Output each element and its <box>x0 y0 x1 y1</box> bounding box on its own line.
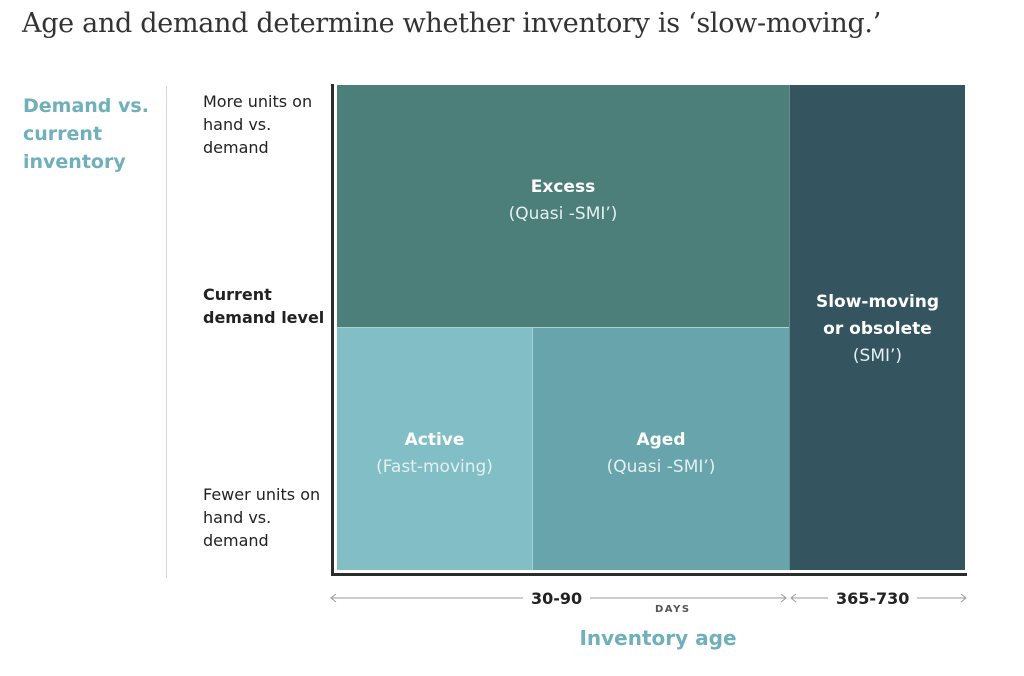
category-aged-label: Aged <box>636 430 686 450</box>
arrow-right-icon <box>780 593 787 603</box>
page-title: Age and demand determine whether invento… <box>22 8 881 39</box>
category-excess: Excess (Quasi -SMI’) <box>337 85 789 327</box>
y-label-bottom: Fewer units on hand vs. demand <box>203 485 321 550</box>
category-active-label: Active <box>404 430 465 450</box>
category-aged: Aged (Quasi -SMI’) <box>532 327 789 570</box>
category-aged-sub: (Quasi -SMI’) <box>606 457 716 477</box>
x-range-1-label: 30-90 <box>523 588 591 610</box>
category-slow-moving-label: Slow-moving or obsolete <box>815 292 940 339</box>
category-excess-sub: (Quasi -SMI’) <box>508 204 618 224</box>
y-label-mid: Current demand level <box>203 285 325 327</box>
arrow-right-icon <box>960 593 967 603</box>
y-label-top: More units on hand vs. demand <box>203 92 313 157</box>
y-axis-title: Demand vs. current inventory <box>23 95 149 173</box>
x-axis-title: Inventory age <box>579 626 737 650</box>
category-slow-moving-sub: (SMI’) <box>852 346 903 366</box>
category-active-sub: (Fast-moving) <box>376 457 493 477</box>
x-range-2-label: 365-730 <box>828 588 918 610</box>
category-excess-label: Excess <box>530 177 596 197</box>
category-slow-moving: Slow-moving or obsolete (SMI’) <box>789 85 965 570</box>
category-active: Active (Fast-moving) <box>337 327 532 570</box>
y-axis-divider <box>166 86 167 578</box>
arrow-left-icon <box>330 593 337 603</box>
x-axis-unit: DAYS <box>655 604 691 615</box>
plot-frame <box>331 84 967 576</box>
arrow-left-icon <box>790 593 797 603</box>
